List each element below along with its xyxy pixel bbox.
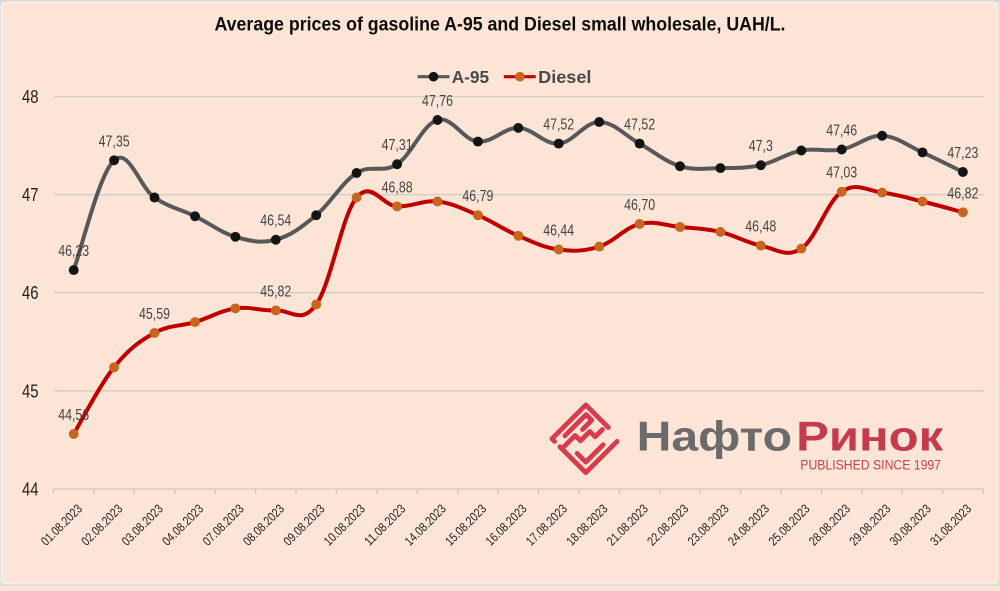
svg-text:45: 45 <box>22 380 39 401</box>
svg-text:47,31: 47,31 <box>382 137 413 154</box>
svg-text:46: 46 <box>22 282 39 303</box>
svg-text:47,03: 47,03 <box>826 165 857 182</box>
svg-text:46,48: 46,48 <box>745 219 776 236</box>
svg-text:Нафто: Нафто <box>637 413 792 460</box>
svg-text:47,76: 47,76 <box>422 93 453 110</box>
svg-text:Diesel: Diesel <box>538 67 591 87</box>
svg-text:46,82: 46,82 <box>947 185 978 202</box>
svg-text:46,54: 46,54 <box>260 213 291 230</box>
svg-text:46,70: 46,70 <box>624 197 655 214</box>
svg-text:47,23: 47,23 <box>947 145 978 162</box>
svg-text:47,52: 47,52 <box>543 117 574 134</box>
svg-text:47,52: 47,52 <box>624 117 655 134</box>
svg-text:Ринок: Ринок <box>796 413 944 460</box>
svg-text:46,88: 46,88 <box>382 179 413 196</box>
svg-text:44,56: 44,56 <box>58 407 89 424</box>
svg-text:47,35: 47,35 <box>99 133 130 150</box>
svg-text:PUBLISHED SINCE 1997: PUBLISHED SINCE 1997 <box>800 458 941 473</box>
svg-text:47,3: 47,3 <box>749 138 773 155</box>
svg-text:47: 47 <box>22 184 39 205</box>
svg-text:A-95: A-95 <box>452 67 490 87</box>
svg-text:47,46: 47,46 <box>826 123 857 140</box>
svg-text:46,23: 46,23 <box>58 243 89 260</box>
svg-text:45,82: 45,82 <box>260 283 291 300</box>
svg-text:Average prices of gasoline A-9: Average prices of gasoline A-95 and Dies… <box>215 14 786 35</box>
svg-text:46,44: 46,44 <box>543 223 574 240</box>
svg-text:48: 48 <box>22 86 39 107</box>
svg-text:45,59: 45,59 <box>139 306 170 323</box>
svg-text:44: 44 <box>22 478 39 499</box>
svg-text:46,79: 46,79 <box>462 188 493 205</box>
